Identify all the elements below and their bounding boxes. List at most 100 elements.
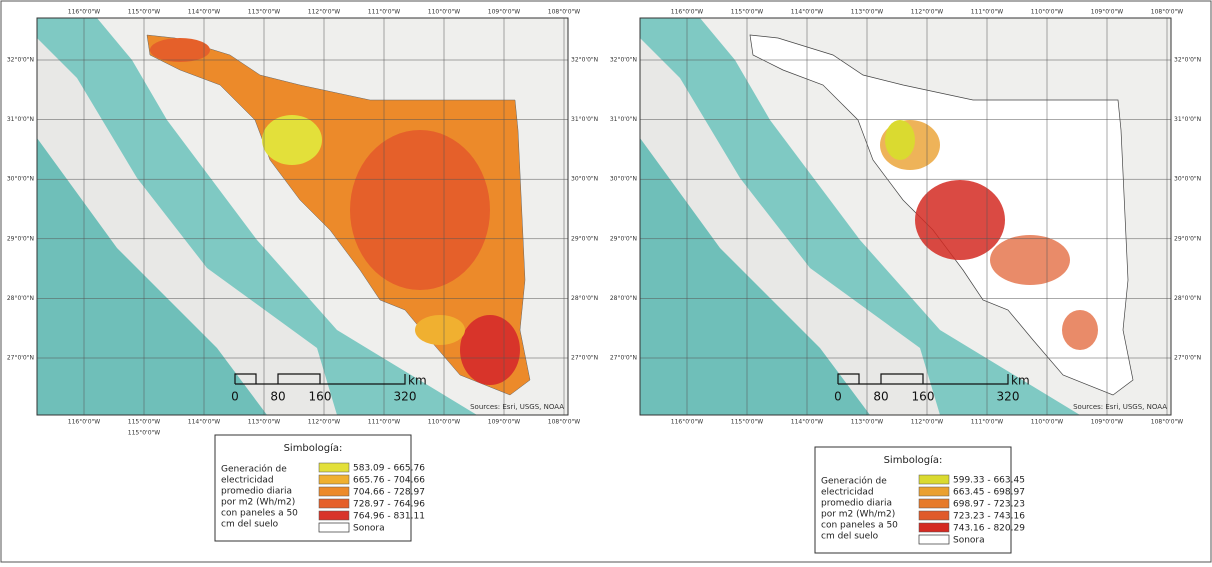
lat-label: 29°0'0"N <box>610 235 637 242</box>
zone <box>415 315 465 345</box>
legend-description: promedio diaria <box>221 487 292 497</box>
lon-label: 115°0'0"W <box>128 430 160 437</box>
legend-title: Simbología: <box>884 454 943 466</box>
scale-label: 0 <box>834 390 842 404</box>
legend-swatch <box>318 522 350 533</box>
zone <box>885 120 915 160</box>
legend-description: por m2 (Wh/m2) <box>821 510 895 520</box>
lon-label: 110°0'0"W <box>428 9 460 16</box>
scale-label: 80 <box>270 390 285 404</box>
legend-swatch <box>318 474 350 485</box>
lon-label: 114°0'0"W <box>791 9 823 16</box>
lon-label: 114°0'0"W <box>188 9 220 16</box>
lat-label: 27°0'0"N <box>1174 355 1201 362</box>
lat-label: 29°0'0"N <box>7 235 34 242</box>
lon-label: 111°0'0"W <box>368 9 400 16</box>
scale-unit: km <box>408 374 427 388</box>
legend-label: 728.97 - 764.96 <box>353 500 425 510</box>
scale-unit: km <box>1011 374 1030 388</box>
lon-label: 110°0'0"W <box>1031 419 1063 426</box>
legend-swatch <box>918 522 950 533</box>
lon-label: 108°0'0"W <box>1151 9 1183 16</box>
lat-label: 30°0'0"N <box>610 176 637 183</box>
lon-label: 108°0'0"W <box>548 419 580 426</box>
lon-label: 110°0'0"W <box>428 419 460 426</box>
sources: Sources: Esri, USGS, NOAA <box>1073 403 1167 411</box>
lon-label: 116°0'0"W <box>68 9 100 16</box>
legend-label: 665.76 - 704.66 <box>353 476 425 486</box>
lat-label: 27°0'0"N <box>7 355 34 362</box>
legend-label: Sonora <box>353 524 385 534</box>
lon-label: 111°0'0"W <box>368 419 400 426</box>
lat-label: 32°0'0"N <box>571 57 598 64</box>
lat-label: 32°0'0"N <box>1174 57 1201 64</box>
map-frame <box>36 17 569 416</box>
legend-swatch <box>918 486 950 497</box>
lat-label: 31°0'0"N <box>1174 116 1201 123</box>
lat-label: 31°0'0"N <box>610 116 637 123</box>
lon-label: 112°0'0"W <box>308 419 340 426</box>
deep-sea <box>37 138 267 415</box>
legend-swatch <box>918 498 950 509</box>
legend-title: Simbología: <box>284 442 343 454</box>
lat-label: 28°0'0"N <box>1174 295 1201 302</box>
lon-label: 116°0'0"W <box>68 419 100 426</box>
map <box>37 18 568 415</box>
legend-swatch <box>918 474 950 485</box>
scale-bar <box>234 373 406 385</box>
lon-label: 110°0'0"W <box>1031 9 1063 16</box>
scale-label: 320 <box>394 390 417 404</box>
lat-label: 29°0'0"N <box>1174 235 1201 242</box>
deep-sea <box>640 138 870 415</box>
lon-label: 113°0'0"W <box>248 9 280 16</box>
lon-label: 112°0'0"W <box>911 419 943 426</box>
legend-description: con paneles a 50 <box>221 509 298 519</box>
lon-label: 111°0'0"W <box>971 9 1003 16</box>
legend-swatch <box>318 510 350 521</box>
lat-label: 30°0'0"N <box>571 176 598 183</box>
scale-label: 320 <box>997 390 1020 404</box>
legend-label: 583.09 - 665.76 <box>353 464 425 474</box>
zone <box>150 38 210 62</box>
lat-label: 29°0'0"N <box>571 235 598 242</box>
lat-label: 28°0'0"N <box>7 295 34 302</box>
legend-description: cm del suelo <box>821 532 879 542</box>
lon-label: 115°0'0"W <box>731 419 763 426</box>
sources: Sources: Esri, USGS, NOAA <box>470 403 564 411</box>
legend-label: 599.33 - 663.45 <box>953 476 1025 486</box>
zone <box>350 130 490 290</box>
lon-label: 115°0'0"W <box>128 419 160 426</box>
legend-label: 704.66 - 728.97 <box>353 488 425 498</box>
legend-description: cm del suelo <box>221 520 279 530</box>
legend-description: electricidad <box>221 476 274 486</box>
legend-swatch <box>318 462 350 473</box>
lon-label: 114°0'0"W <box>188 419 220 426</box>
lat-label: 31°0'0"N <box>7 116 34 123</box>
zone <box>262 115 322 165</box>
lat-label: 28°0'0"N <box>610 295 637 302</box>
legend-label: Sonora <box>953 536 985 546</box>
lat-label: 28°0'0"N <box>571 295 598 302</box>
legend-description: Generación de <box>221 464 287 475</box>
map <box>640 18 1171 415</box>
lon-label: 109°0'0"W <box>1091 419 1123 426</box>
scale-bar <box>837 373 1009 385</box>
legend-swatch <box>918 534 950 545</box>
scale-label: 160 <box>912 390 935 404</box>
lon-label: 113°0'0"W <box>851 419 883 426</box>
zone <box>460 315 520 385</box>
lon-label: 115°0'0"W <box>128 9 160 16</box>
lat-label: 31°0'0"N <box>571 116 598 123</box>
lon-label: 116°0'0"W <box>671 9 703 16</box>
legend-description: con paneles a 50 <box>821 521 898 531</box>
legend-swatch <box>318 498 350 509</box>
lon-label: 112°0'0"W <box>911 9 943 16</box>
lat-label: 30°0'0"N <box>7 176 34 183</box>
lon-label: 116°0'0"W <box>671 419 703 426</box>
legend-description: electricidad <box>821 488 874 498</box>
legend-label: 743.16 - 820.29 <box>953 524 1025 534</box>
scale-label: 80 <box>873 390 888 404</box>
lat-label: 30°0'0"N <box>1174 176 1201 183</box>
zone <box>915 180 1005 260</box>
legend-label: 723.23 - 743.16 <box>953 512 1025 522</box>
